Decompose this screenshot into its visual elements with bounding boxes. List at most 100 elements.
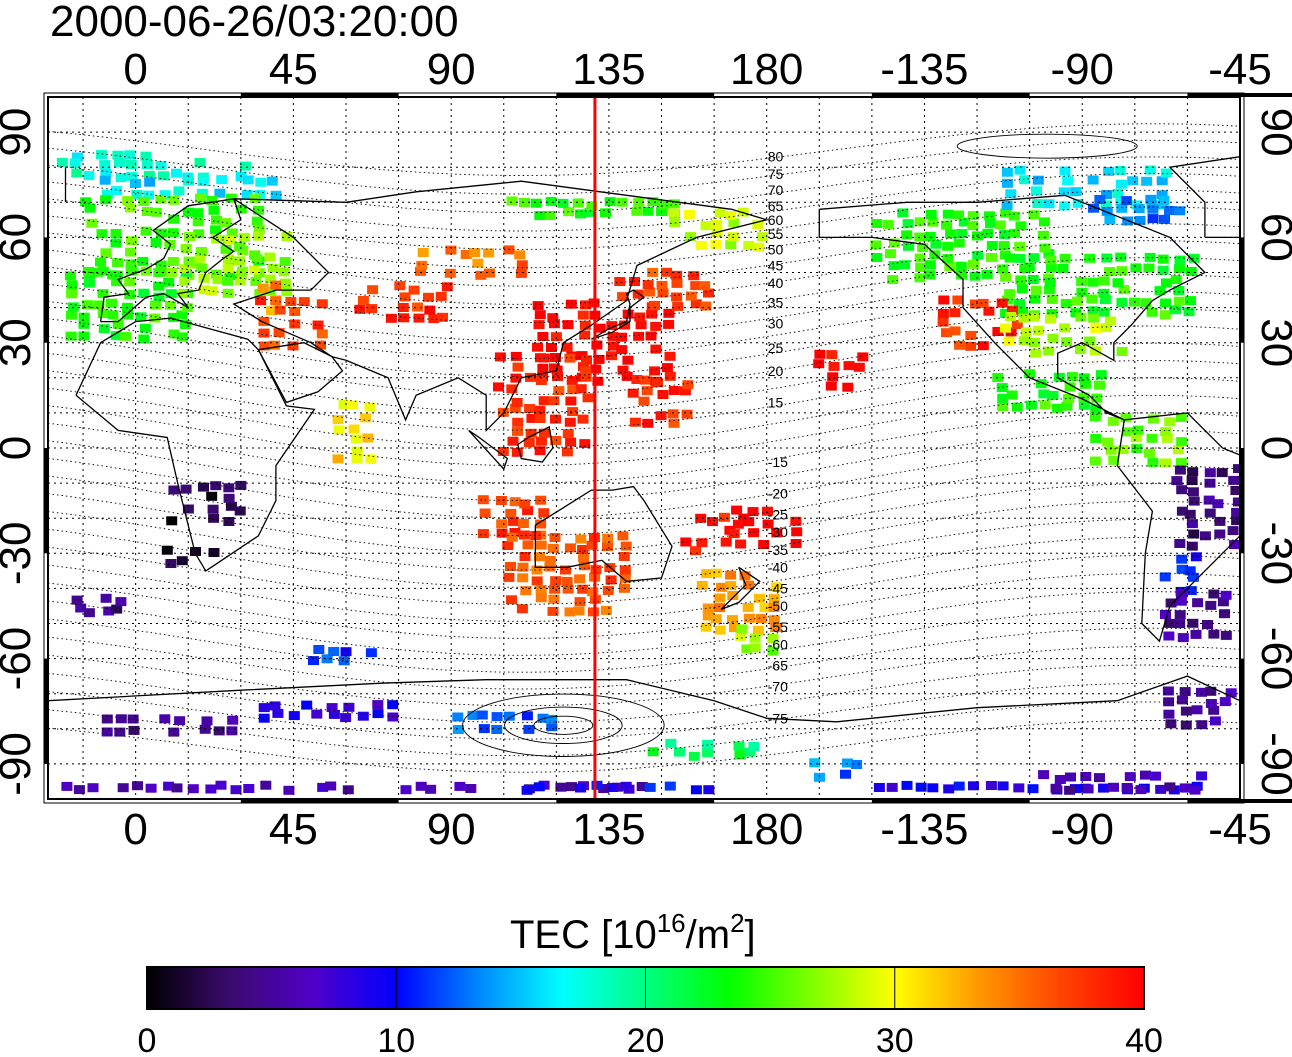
tec-cell bbox=[955, 261, 967, 271]
tec-cell bbox=[163, 277, 175, 287]
tec-cell bbox=[538, 396, 550, 406]
tec-cell bbox=[593, 354, 605, 364]
tec-cell bbox=[435, 291, 447, 301]
tec-cell bbox=[809, 758, 821, 768]
tec-cell bbox=[159, 190, 171, 200]
tec-cell bbox=[315, 340, 326, 350]
tec-cell bbox=[65, 331, 77, 341]
tec-cell bbox=[707, 517, 718, 527]
tec-cell bbox=[840, 769, 851, 779]
tec-cell bbox=[234, 242, 245, 252]
tec-cell bbox=[658, 200, 669, 210]
tec-cell bbox=[949, 308, 961, 318]
tec-cell bbox=[1120, 196, 1132, 206]
tec-cell bbox=[215, 780, 227, 790]
tec-cell bbox=[110, 238, 122, 248]
tec-cell bbox=[97, 309, 109, 318]
contour-label: 50 bbox=[768, 242, 784, 258]
tec-region bbox=[992, 369, 1107, 414]
contour-label: 70 bbox=[768, 182, 784, 198]
coastline-path bbox=[591, 289, 646, 340]
colorbar-title: TEC [1016/m2] bbox=[510, 908, 756, 957]
tec-cell bbox=[1118, 285, 1130, 295]
tec-cell bbox=[1220, 630, 1232, 640]
tec-region bbox=[258, 700, 399, 723]
mlat-contour bbox=[48, 609, 1240, 673]
tec-cell bbox=[1165, 719, 1177, 729]
tec-cell bbox=[460, 250, 472, 259]
tec-cell bbox=[1003, 336, 1015, 346]
tec-cell bbox=[415, 781, 427, 791]
tec-cell bbox=[649, 300, 660, 310]
tec-cell bbox=[1188, 529, 1200, 539]
tec-cell bbox=[1105, 445, 1117, 455]
tec-cell bbox=[605, 575, 617, 585]
tec-cell bbox=[714, 625, 726, 635]
tec-cell bbox=[968, 781, 979, 791]
tec-cell bbox=[943, 784, 955, 794]
tec-cell bbox=[192, 208, 204, 218]
tec-cell bbox=[857, 352, 869, 362]
tec-cell bbox=[1199, 531, 1211, 541]
tec-cell bbox=[555, 782, 567, 792]
tec-cell bbox=[953, 238, 965, 248]
tec-cell bbox=[153, 281, 165, 291]
tec-cell bbox=[1173, 286, 1185, 295]
tec-cell bbox=[728, 218, 740, 228]
tec-cell bbox=[1157, 200, 1169, 210]
lon-tick-label-bottom: 180 bbox=[730, 805, 803, 854]
tec-cell bbox=[454, 781, 466, 791]
tec-cell bbox=[871, 219, 883, 228]
tec-cell bbox=[1147, 457, 1159, 467]
tec-cell bbox=[1043, 346, 1055, 356]
tec-region bbox=[1089, 412, 1188, 468]
tec-cell bbox=[248, 265, 260, 275]
tec-cell bbox=[122, 196, 134, 206]
tec-cell bbox=[535, 585, 547, 594]
tec-cell bbox=[484, 268, 495, 278]
tec-cell bbox=[95, 150, 107, 160]
tec-cell bbox=[509, 528, 521, 537]
tec-cell bbox=[732, 519, 744, 529]
tec-cell bbox=[281, 287, 293, 297]
south-magnetic-pole-contour bbox=[462, 693, 665, 757]
tec-cell bbox=[547, 543, 559, 553]
colorbar-tick-label: 0 bbox=[138, 1022, 157, 1057]
tec-cell bbox=[86, 218, 98, 228]
tec-cell bbox=[575, 209, 586, 219]
tec-cell bbox=[1175, 596, 1187, 606]
tec-cell bbox=[1009, 228, 1020, 238]
tec-cell bbox=[515, 268, 527, 278]
tec-cell bbox=[1146, 307, 1158, 317]
tec-cell bbox=[1191, 705, 1203, 715]
tec-cell bbox=[619, 573, 631, 583]
tec-region bbox=[668, 207, 768, 252]
tec-cell bbox=[1060, 299, 1072, 308]
tec-cell bbox=[548, 396, 560, 406]
tec-cell bbox=[915, 782, 927, 792]
tec-cell bbox=[1170, 275, 1182, 285]
tec-cell bbox=[1084, 336, 1096, 346]
tec-cell bbox=[577, 545, 589, 554]
tec-cell bbox=[313, 645, 325, 654]
tec-cell bbox=[100, 195, 112, 205]
contour-label: 15 bbox=[768, 394, 784, 410]
tec-cell bbox=[535, 593, 547, 603]
tec-cell bbox=[168, 727, 180, 737]
tec-cell bbox=[131, 189, 143, 199]
tec-cell bbox=[545, 196, 557, 206]
colorbar-ticks: 0 10 20 30 40 bbox=[138, 967, 1163, 1057]
tec-cell bbox=[535, 376, 547, 385]
tec-cell bbox=[317, 782, 329, 792]
tec-cell bbox=[657, 390, 669, 399]
tec-cell bbox=[703, 288, 714, 298]
tec-cell bbox=[1030, 285, 1042, 295]
tec-cell bbox=[736, 624, 748, 634]
tec-cell bbox=[288, 711, 300, 721]
tec-cell bbox=[479, 508, 491, 518]
tec-cell bbox=[517, 519, 529, 528]
tec-cell bbox=[1127, 176, 1139, 186]
tec-cell bbox=[965, 330, 977, 340]
tec-cell bbox=[445, 245, 457, 255]
frame-bar bbox=[556, 93, 715, 97]
